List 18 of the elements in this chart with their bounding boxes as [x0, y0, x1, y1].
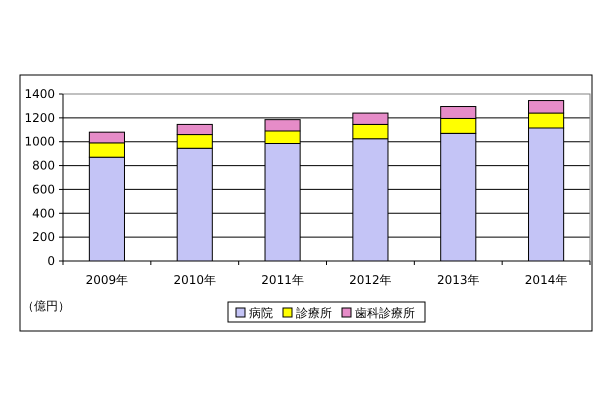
y-tick-label: 400 — [32, 206, 55, 220]
y-tick-label: 0 — [47, 254, 55, 268]
x-tick-label: 2010年 — [173, 273, 216, 287]
legend-label: 歯科診療所 — [355, 306, 415, 320]
y-tick-label: 600 — [32, 182, 55, 196]
x-tick-label: 2011年 — [261, 273, 304, 287]
y-tick-label: 1400 — [24, 87, 55, 101]
x-tick-label: 2012年 — [349, 273, 392, 287]
x-tick-label: 2009年 — [86, 273, 128, 287]
legend-label: 診療所 — [296, 306, 332, 320]
y-tick-label: 1000 — [24, 134, 55, 149]
y-tick-label: 800 — [32, 158, 55, 173]
legend-label: 病院 — [249, 306, 273, 320]
x-tick-label: 2013年 — [436, 273, 480, 287]
y-axis-title: （億円） — [22, 299, 70, 313]
y-tick-label: 1200 — [24, 110, 55, 125]
x-tick-label: 2014年 — [524, 273, 568, 287]
y-tick-label: 200 — [32, 230, 55, 244]
